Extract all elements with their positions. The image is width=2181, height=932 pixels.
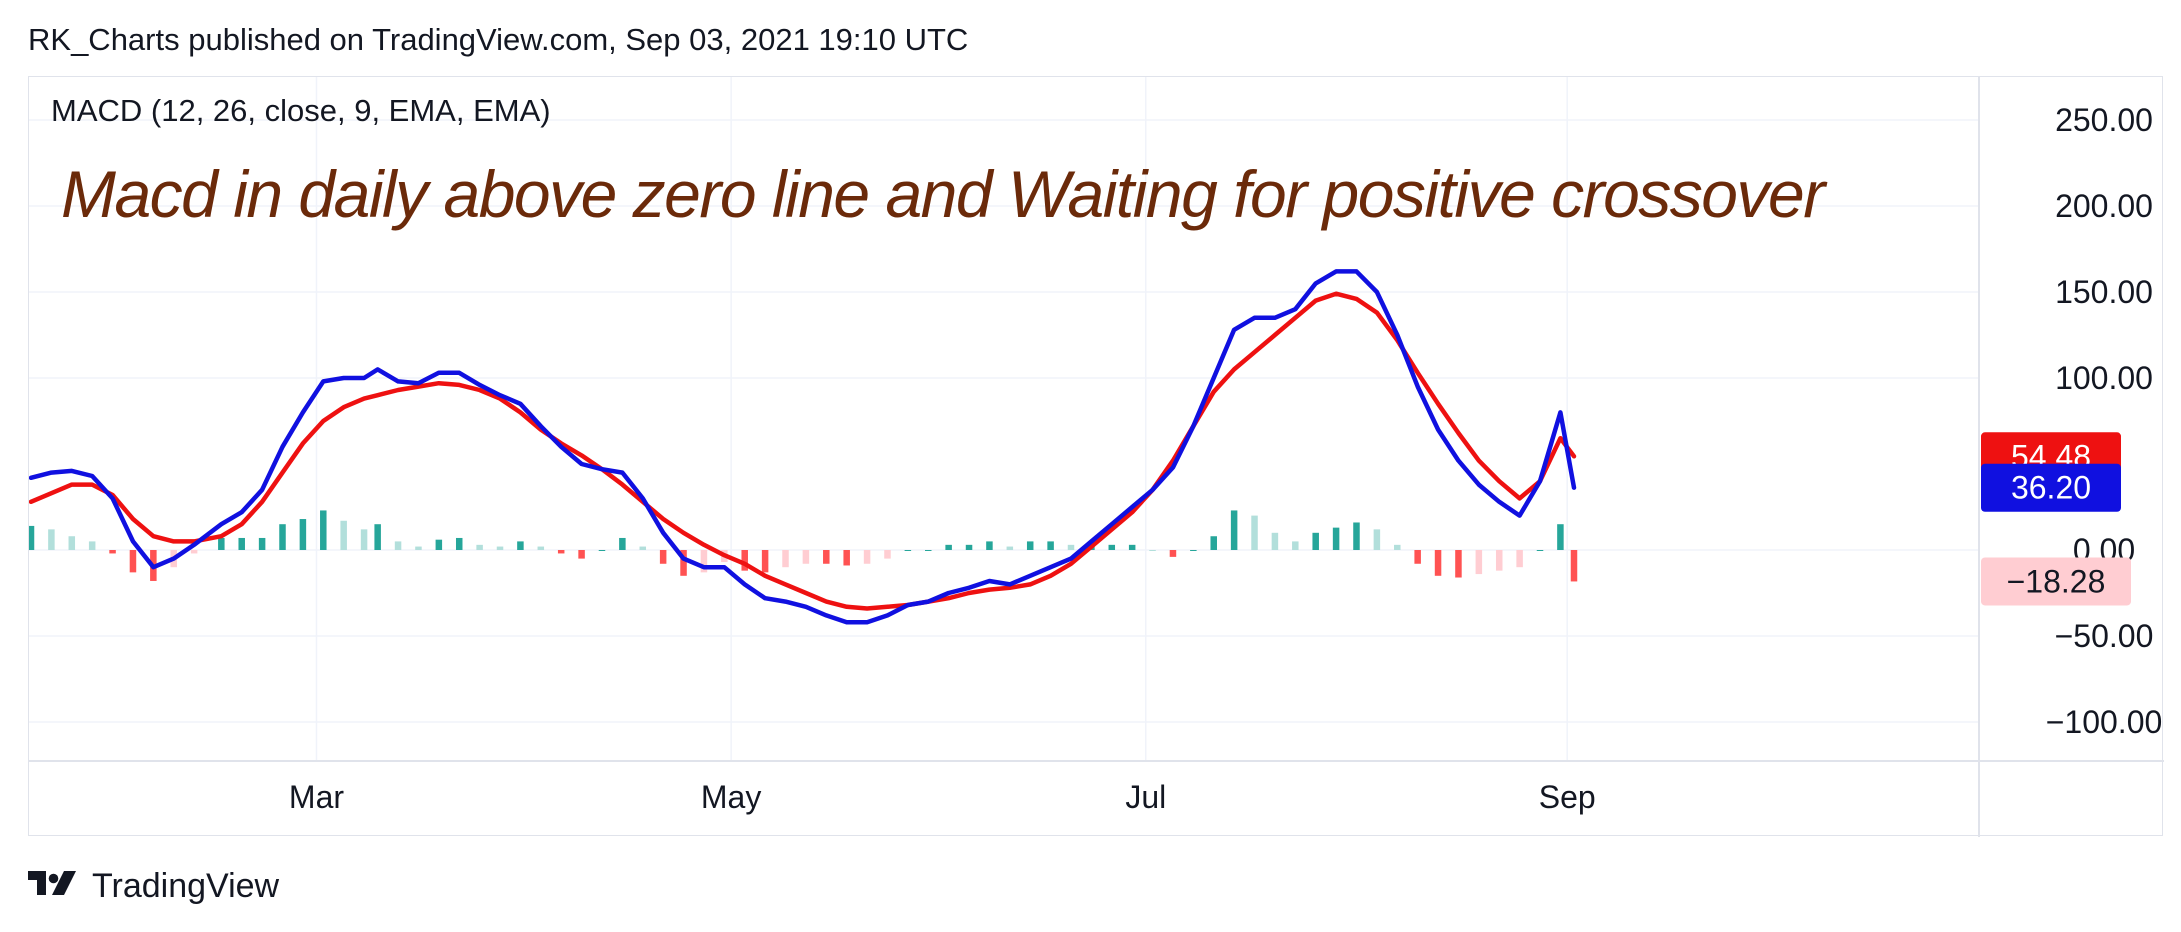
chart-frame: 250.00 200.00 150.00 100.00 0.00 −50.00 −100.0… bbox=[28, 76, 2164, 837]
histogram-bar bbox=[455, 537, 463, 550]
histogram-bar bbox=[1495, 550, 1503, 571]
histogram-bar bbox=[1128, 544, 1136, 550]
histogram-bar bbox=[700, 550, 708, 573]
histogram-bar bbox=[1047, 541, 1054, 550]
histogram-bar bbox=[1536, 550, 1544, 551]
histogram-bar bbox=[517, 541, 524, 550]
histogram-bar bbox=[1353, 522, 1360, 550]
histogram-bar bbox=[619, 537, 626, 550]
histogram-bar bbox=[1516, 550, 1523, 568]
x-tick-label: Mar bbox=[289, 779, 344, 815]
histogram-bar bbox=[537, 546, 545, 550]
histogram-bar bbox=[374, 524, 381, 550]
histogram-bar bbox=[218, 537, 225, 550]
price-tag-histogram bbox=[1981, 557, 2131, 606]
histogram-bar bbox=[1271, 532, 1279, 550]
histogram-bar bbox=[88, 541, 96, 550]
histogram-bar bbox=[1455, 550, 1462, 578]
histogram-bar bbox=[496, 546, 504, 550]
histogram-bar bbox=[741, 550, 748, 571]
histogram-bar bbox=[258, 537, 266, 550]
histogram-bar bbox=[1332, 527, 1340, 550]
histogram-bar bbox=[1169, 550, 1177, 557]
histogram-bar bbox=[279, 524, 286, 550]
x-tick-label: Sep bbox=[1539, 779, 1596, 815]
y-tick-label: 200.00 bbox=[2055, 188, 2153, 224]
histogram-bar bbox=[578, 550, 585, 559]
y-tick-label: 150.00 bbox=[2055, 274, 2153, 310]
histogram-bar bbox=[320, 510, 327, 550]
histogram-bar bbox=[1373, 529, 1381, 550]
histogram-bar bbox=[659, 550, 667, 564]
histogram-bar bbox=[761, 550, 769, 573]
histogram-bar bbox=[129, 550, 137, 573]
histogram-bar bbox=[1108, 544, 1116, 550]
histogram-bar bbox=[394, 541, 402, 550]
y-tick-label: 100.00 bbox=[2055, 360, 2153, 396]
histogram-bar bbox=[360, 529, 368, 550]
histogram-bar bbox=[945, 544, 952, 550]
histogram-bar bbox=[1006, 546, 1014, 550]
histogram-bar bbox=[1149, 550, 1156, 551]
histogram-bar bbox=[598, 550, 606, 551]
histogram-bar bbox=[1414, 550, 1421, 564]
indicator-label: MACD (12, 26, close, 9, EMA, EMA) bbox=[51, 93, 551, 128]
macd-chart[interactable]: 250.00200.00150.00100.000.00−50.00−100.0… bbox=[29, 77, 2164, 837]
histogram-bar bbox=[965, 544, 973, 550]
annotation-text: Macd in daily above zero line and Waitin… bbox=[61, 157, 1828, 231]
histogram-bar bbox=[802, 550, 810, 564]
histogram-bar bbox=[1292, 541, 1299, 550]
histogram-bar bbox=[639, 546, 647, 550]
histogram-bar bbox=[1210, 536, 1217, 550]
histogram-bar bbox=[415, 546, 422, 550]
histogram-bar bbox=[340, 520, 347, 550]
histogram-bar bbox=[435, 539, 443, 550]
histogram-bar bbox=[299, 519, 307, 550]
histogram-bar bbox=[1230, 510, 1238, 550]
y-tick-label: −50.00 bbox=[2055, 618, 2154, 654]
histogram-bar bbox=[904, 550, 912, 551]
histogram-bar bbox=[238, 537, 245, 550]
histogram-bar bbox=[863, 550, 871, 564]
histogram-bar bbox=[476, 544, 483, 550]
histogram-bar bbox=[29, 525, 35, 550]
histogram-bar bbox=[190, 550, 198, 554]
histogram-bar bbox=[1312, 532, 1319, 550]
signal-line[interactable] bbox=[29, 291, 1577, 611]
price-tag-macd bbox=[1981, 463, 2121, 512]
histogram-bar bbox=[986, 541, 993, 550]
x-tick-label: May bbox=[701, 779, 761, 815]
histogram-bar bbox=[843, 550, 850, 566]
y-tick-label: 250.00 bbox=[2055, 102, 2153, 138]
histogram-bar bbox=[1067, 544, 1075, 550]
price-tag-label-histogram: −18.28 bbox=[2007, 563, 2106, 599]
histogram-bar bbox=[782, 550, 789, 568]
tradingview-logo-icon bbox=[28, 871, 76, 895]
histogram-bar bbox=[557, 550, 565, 554]
histogram-bar bbox=[1251, 515, 1258, 550]
footer-brand: TradingView bbox=[92, 866, 280, 905]
histogram-bar bbox=[680, 550, 687, 576]
footer: TradingView bbox=[28, 866, 279, 906]
histogram-bar bbox=[109, 550, 116, 554]
histogram-bar bbox=[1394, 544, 1401, 550]
publish-line: RK_Charts published on TradingView.com, … bbox=[28, 22, 969, 57]
histogram-bar bbox=[1475, 550, 1483, 575]
histogram-bar bbox=[68, 536, 76, 550]
histogram-bar bbox=[884, 550, 891, 559]
histogram-bar bbox=[925, 550, 932, 551]
histogram-bar bbox=[1434, 550, 1442, 576]
histogram-bar bbox=[1026, 541, 1034, 550]
histogram-bar bbox=[1570, 550, 1578, 582]
histogram-bar bbox=[1557, 524, 1564, 550]
histogram-bar bbox=[823, 550, 830, 564]
histogram-bar bbox=[1190, 550, 1197, 551]
histogram-bar bbox=[48, 529, 55, 550]
y-tick-label: −100.00 bbox=[2046, 704, 2163, 740]
x-tick-label: Jul bbox=[1125, 779, 1166, 815]
macd-line[interactable] bbox=[29, 269, 1577, 625]
price-tag-label-macd: 36.20 bbox=[2011, 470, 2091, 506]
